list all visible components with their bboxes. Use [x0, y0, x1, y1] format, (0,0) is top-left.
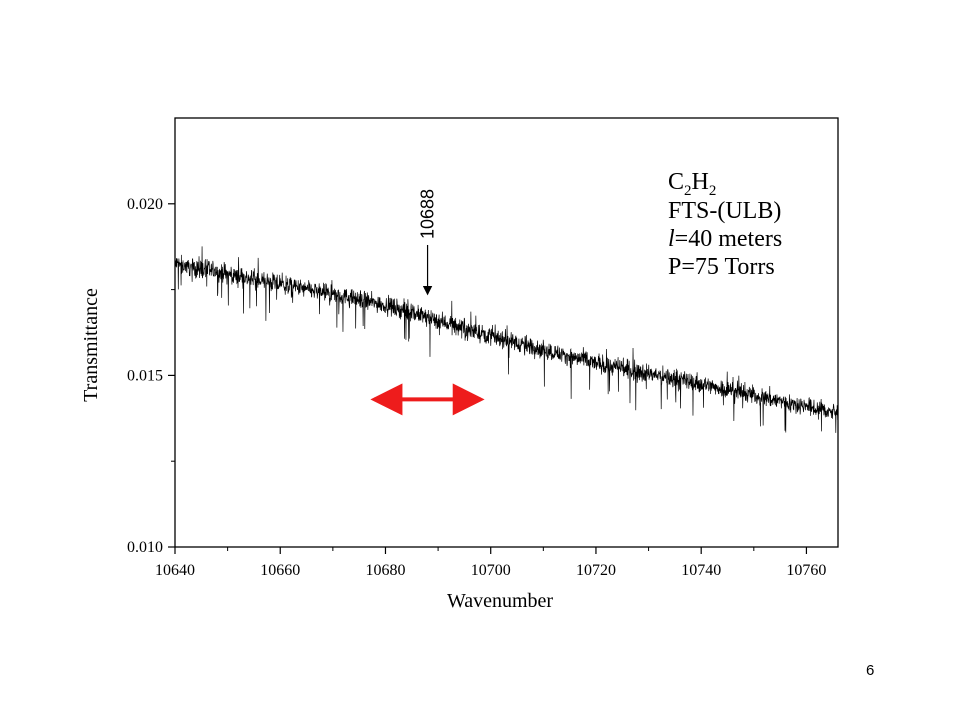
y-tick-label: 0.020	[127, 196, 163, 213]
legend-instrument: FTS-(ULB)	[668, 198, 781, 224]
y-tick-label: 0.015	[127, 367, 163, 384]
peak-annotation-label: 10688	[418, 189, 438, 239]
spectrum-line	[175, 246, 838, 433]
x-tick-label: 10640	[155, 562, 195, 579]
legend-formula: C2H2	[668, 169, 716, 199]
legend-text-block: C2H2 FTS-(ULB) l=40 meters P=75 Torrs	[668, 169, 782, 280]
y-tick-label: 0.010	[127, 539, 163, 556]
x-tick-label: 10760	[786, 562, 826, 579]
plot-frame	[174, 117, 839, 548]
x-tick-label: 10740	[681, 562, 721, 579]
legend-pressure: P=75 Torrs	[668, 254, 775, 280]
x-tick-label: 10680	[365, 562, 405, 579]
x-tick-label: 10720	[576, 562, 616, 579]
slide-page-number: 6	[866, 662, 875, 679]
x-axis-ticks: 10640 10660 10680 10700 10720 10740 10760	[155, 547, 826, 579]
legend-path-length: l=40 meters	[668, 226, 782, 252]
x-axis-title: Wavenumber	[447, 590, 553, 612]
x-tick-label: 10700	[471, 562, 511, 579]
y-axis-title: Transmittance	[80, 288, 102, 402]
y-axis-ticks: 0.010 0.015 0.020	[127, 196, 175, 556]
x-tick-label: 10660	[260, 562, 300, 579]
